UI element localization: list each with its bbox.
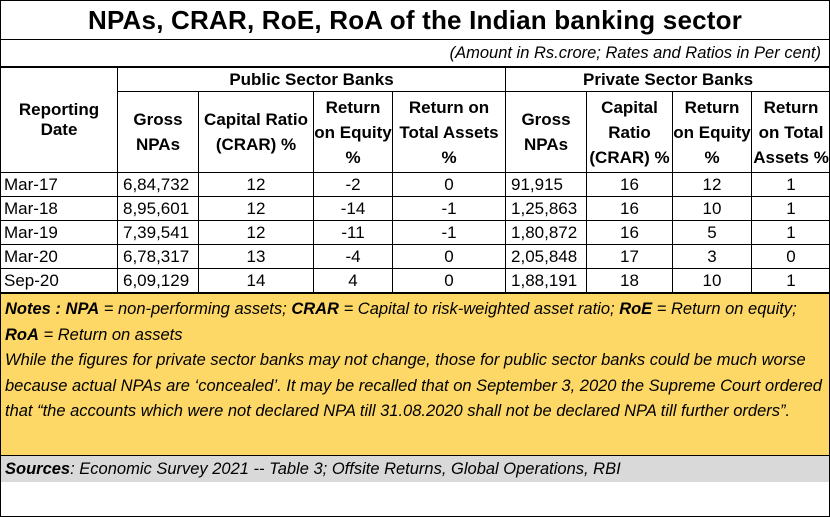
- crar-abbr: CRAR: [291, 300, 339, 318]
- notes-paragraph: While the figures for private sector ban…: [5, 351, 822, 420]
- npa-abbr: NPA: [65, 300, 100, 318]
- psb-crar-cell: 13: [198, 244, 314, 269]
- pvt-roe-cell: 10: [672, 196, 753, 221]
- pvt-crar-cell: 16: [586, 196, 674, 221]
- npa-definition: = non-performing assets;: [103, 300, 287, 318]
- psb-crar-cell: 12: [198, 220, 314, 245]
- psb-roa-cell: 0: [391, 268, 507, 293]
- pvt-crar-header: Capital Ratio (CRAR) %: [586, 91, 674, 173]
- private-sector-group-header: Private Sector Banks: [505, 67, 830, 92]
- table-row: Mar-20 6,78,317 13 -4 0 2,05,848 17 3 0: [0, 244, 830, 269]
- pvt-roa-cell: 1: [751, 268, 830, 293]
- date-cell: Mar-20: [0, 244, 118, 269]
- reporting-date-header: Reporting Date: [0, 67, 118, 173]
- pvt-roe-cell: 12: [672, 172, 753, 197]
- pvt-roa-header: Return on Total Assets %: [751, 91, 830, 173]
- pvt-roe-cell: 10: [672, 268, 753, 293]
- psb-crar-cell: 12: [198, 196, 314, 221]
- data-table: Reporting Date Public Sector Banks Priva…: [0, 67, 830, 293]
- pvt-gross-npas-cell: 2,05,848: [505, 244, 588, 269]
- psb-gross-npas-cell: 6,78,317: [117, 244, 199, 269]
- pvt-crar-cell: 16: [586, 172, 674, 197]
- psb-crar-cell: 12: [198, 172, 314, 197]
- table-row: Mar-18 8,95,601 12 -14 -1 1,25,863 16 10 1: [0, 196, 830, 221]
- chart-title: NPAs, CRAR, RoE, RoA of the Indian banki…: [1, 1, 829, 40]
- pvt-roa-cell: 1: [751, 196, 830, 221]
- date-cell: Sep-20: [0, 268, 118, 293]
- pvt-gross-npas-cell: 1,80,872: [505, 220, 588, 245]
- table-row: Mar-19 7,39,541 12 -11 -1 1,80,872 16 5 1: [0, 220, 830, 245]
- crar-definition: = Capital to risk-weighted asset ratio;: [343, 300, 615, 318]
- table-row: Sep-20 6,09,129 14 4 0 1,88,191 18 10 1: [0, 268, 830, 293]
- psb-roe-cell: -11: [313, 220, 393, 245]
- psb-gross-npas-cell: 6,84,732: [117, 172, 199, 197]
- pvt-roa-cell: 1: [751, 172, 830, 197]
- psb-roa-cell: 0: [391, 244, 507, 269]
- pvt-roe-header: Return on Equity %: [672, 91, 753, 173]
- pvt-gross-npas-cell: 1,25,863: [505, 196, 588, 221]
- psb-roe-cell: -4: [313, 244, 393, 269]
- table-body: Mar-17 6,84,732 12 -2 0 91,915 16 12 1 Mar-18 8,95…: [0, 172, 830, 293]
- psb-roa-cell: 0: [391, 172, 507, 197]
- pvt-gross-npas-cell: 91,915: [505, 172, 588, 197]
- psb-gross-npas-cell: 8,95,601: [117, 196, 199, 221]
- psb-roa-header: Return on Total Assets %: [391, 91, 507, 173]
- pvt-crar-cell: 18: [586, 268, 674, 293]
- notes-box: Notes : NPA = non-performing assets; CRA…: [1, 293, 829, 455]
- psb-gross-npas-header: Gross NPAs: [117, 91, 199, 173]
- date-cell: Mar-18: [0, 196, 118, 221]
- sources-box: Sources: Economic Survey 2021 -- Table 3…: [1, 455, 829, 482]
- psb-roe-cell: -14: [313, 196, 393, 221]
- roa-abbr: RoA: [5, 325, 39, 344]
- sources-label: Sources: [5, 460, 71, 478]
- pvt-gross-npas-header: Gross NPAs: [505, 91, 588, 173]
- units-note: (Amount in Rs.crore; Rates and Ratios in…: [1, 40, 829, 67]
- pvt-crar-cell: 17: [586, 244, 674, 269]
- pvt-crar-cell: 16: [586, 220, 674, 245]
- table-row: Mar-17 6,84,732 12 -2 0 91,915 16 12 1: [0, 172, 830, 197]
- roa-definition: = Return on assets: [43, 325, 183, 344]
- psb-roa-cell: -1: [391, 220, 507, 245]
- psb-gross-npas-cell: 6,09,129: [117, 268, 199, 293]
- psb-roe-header: Return on Equity %: [313, 91, 393, 173]
- notes-label: Notes: [5, 300, 51, 318]
- psb-roe-cell: 4: [313, 268, 393, 293]
- psb-roa-cell: -1: [391, 196, 507, 221]
- date-cell: Mar-19: [0, 220, 118, 245]
- psb-gross-npas-cell: 7,39,541: [117, 220, 199, 245]
- roe-abbr: RoE: [619, 300, 653, 318]
- pvt-roa-cell: 0: [751, 244, 830, 269]
- pvt-roa-cell: 1: [751, 220, 830, 245]
- date-cell: Mar-17: [0, 172, 118, 197]
- roe-definition: = Return on equity;: [656, 300, 797, 318]
- pvt-roe-cell: 3: [672, 244, 753, 269]
- psb-crar-header: Capital Ratio (CRAR) %: [198, 91, 314, 173]
- public-sector-group-header: Public Sector Banks: [116, 67, 507, 92]
- pvt-gross-npas-cell: 1,88,191: [505, 268, 588, 293]
- psb-roe-cell: -2: [313, 172, 393, 197]
- psb-crar-cell: 14: [198, 268, 314, 293]
- pvt-roe-cell: 5: [672, 220, 753, 245]
- sources-text: : Economic Survey 2021 -- Table 3; Offsi…: [70, 460, 621, 478]
